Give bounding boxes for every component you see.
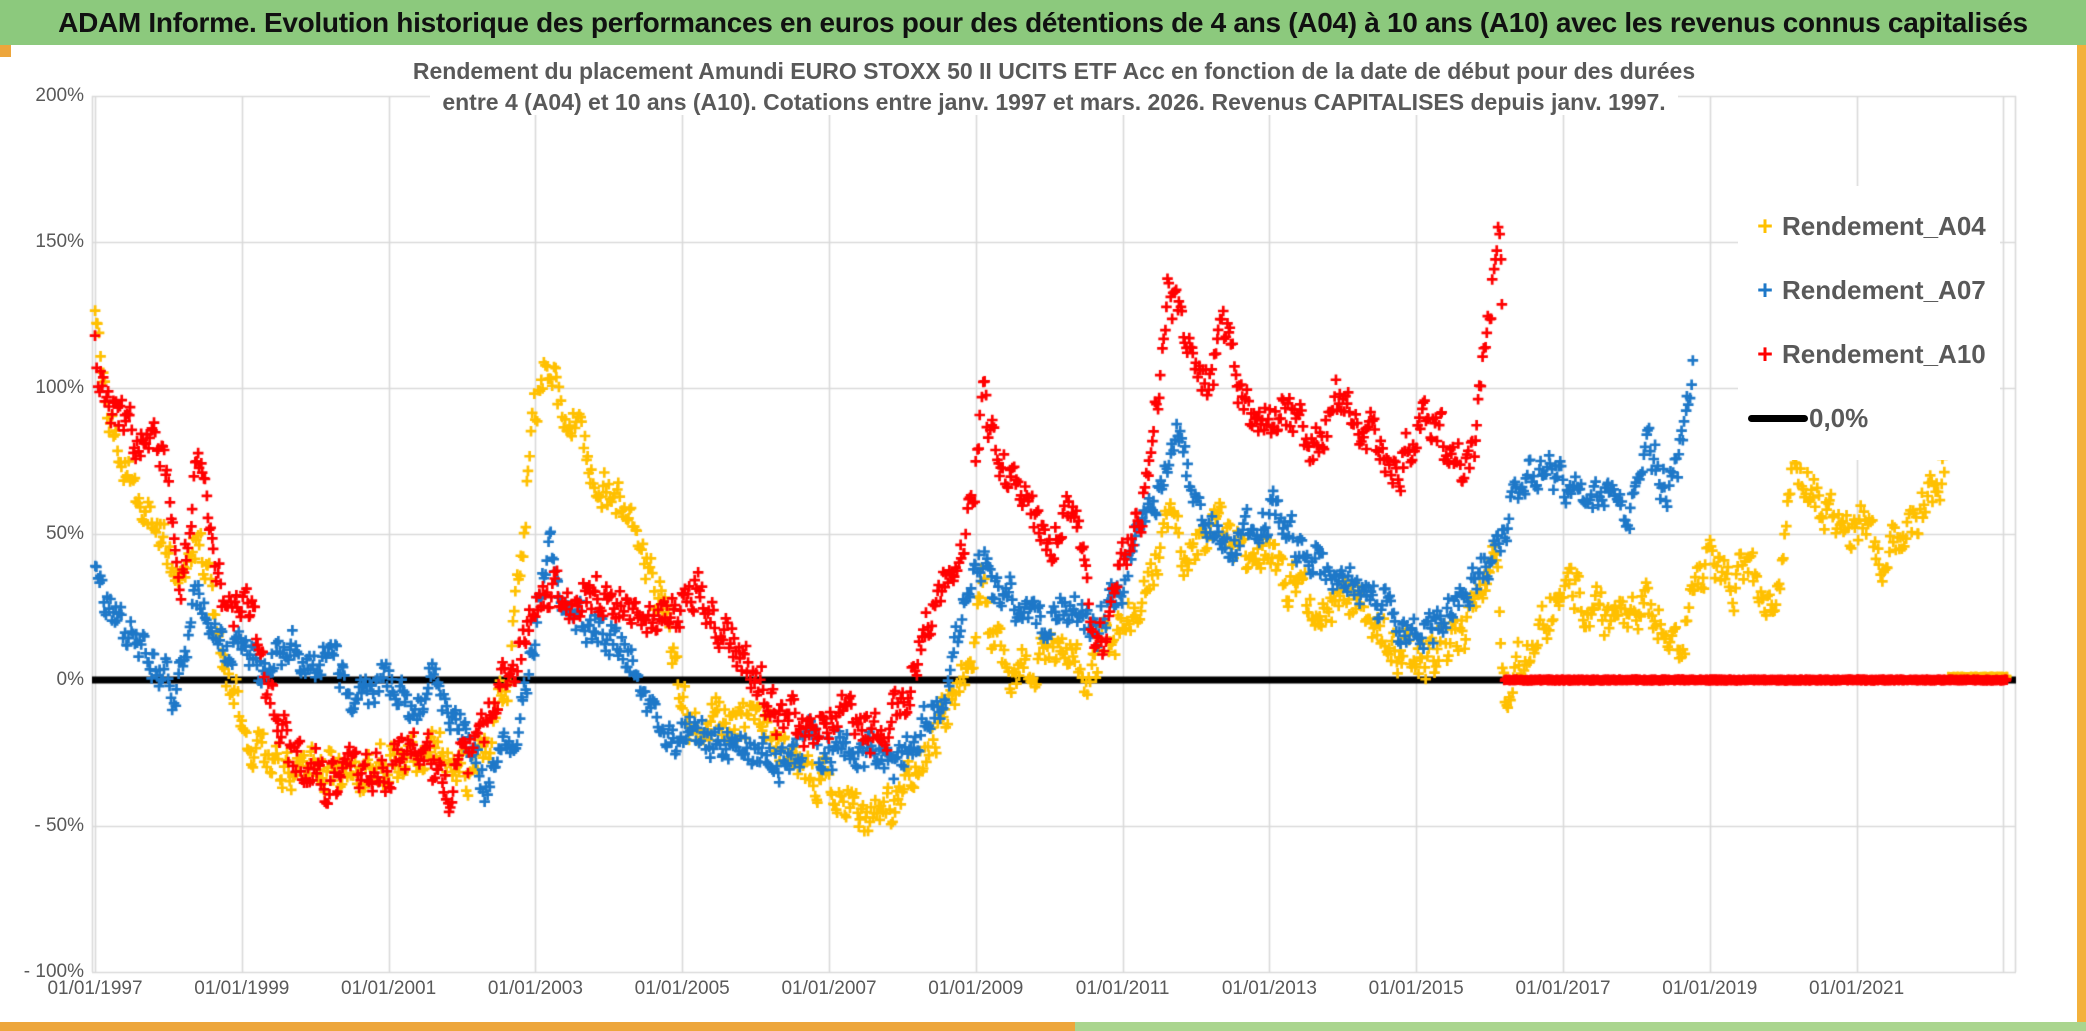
corner-accent-square: [0, 45, 11, 57]
x-tick-label: 01/01/2007: [781, 978, 877, 999]
zero-line-icon: [1748, 414, 1808, 422]
legend-label: 0,0%: [1809, 402, 1869, 433]
legend-item-0-0-[interactable]: 0,0%: [1748, 386, 1986, 450]
y-tick-label: - 100%: [23, 961, 84, 982]
right-edge-accent-bar: [2077, 45, 2086, 1031]
plus-marker-icon: +: [1757, 338, 1773, 369]
x-tick-label: 01/01/2015: [1368, 978, 1464, 999]
y-tick-label: 150%: [35, 231, 84, 252]
x-tick-label: 01/01/2009: [928, 978, 1024, 999]
x-tick-label: 01/01/1999: [194, 978, 290, 999]
y-tick-label: 200%: [35, 85, 84, 106]
y-tick-label: 100%: [35, 377, 84, 398]
y-tick-label: - 50%: [34, 815, 84, 836]
x-tick-label: 01/01/2021: [1809, 978, 1905, 999]
plus-marker-icon: +: [1757, 210, 1773, 241]
y-axis[interactable]: 200% 150% 100% 50% 0% - 50% - 100%: [0, 0, 84, 1031]
plus-marker-icon: +: [1757, 274, 1773, 305]
x-tick-label: 01/01/2005: [634, 978, 730, 999]
legend-item-rendement-a10[interactable]: + Rendement_A10: [1748, 322, 1986, 386]
x-tick-label: 01/01/2003: [487, 978, 583, 999]
header-bar: ADAM Informe. Evolution historique des p…: [0, 0, 2086, 45]
x-tick-label: 01/01/2013: [1221, 978, 1317, 999]
bottom-accent-bar-gold: [0, 1022, 1075, 1031]
x-tick-label: 01/01/2019: [1662, 978, 1758, 999]
bottom-accent-bar-green: [1075, 1022, 2086, 1031]
chart-title-line1: Rendement du placement Amundi EURO STOXX…: [400, 58, 1708, 84]
legend-label: Rendement_A10: [1782, 338, 1986, 369]
chart-title-line2: entre 4 (A04) et 10 ans (A10). Cotations…: [430, 89, 1678, 115]
x-axis[interactable]: 01/01/1997 01/01/1999 01/01/2001 01/01/2003…: [0, 978, 2086, 1008]
x-tick-label: 01/01/2017: [1515, 978, 1611, 999]
legend-item-rendement-a04[interactable]: + Rendement_A04: [1748, 194, 1986, 258]
y-tick-label: 0%: [56, 669, 84, 690]
legend-label: Rendement_A04: [1782, 210, 1986, 241]
y-tick-label: 50%: [45, 523, 84, 544]
header-title: ADAM Informe. Evolution historique des p…: [58, 6, 2028, 38]
x-tick-label: 01/01/2011: [1075, 978, 1170, 999]
legend-label: Rendement_A07: [1782, 274, 1986, 305]
chart-title: Rendement du placement Amundi EURO STOXX…: [92, 56, 2016, 118]
legend[interactable]: + Rendement_A04 + Rendement_A07 + Rendement_A…: [1738, 186, 2000, 460]
x-tick-label: 01/01/2001: [341, 978, 437, 999]
legend-item-rendement-a07[interactable]: + Rendement_A07: [1748, 258, 1986, 322]
x-tick-label: 01/01/1997: [47, 978, 143, 999]
